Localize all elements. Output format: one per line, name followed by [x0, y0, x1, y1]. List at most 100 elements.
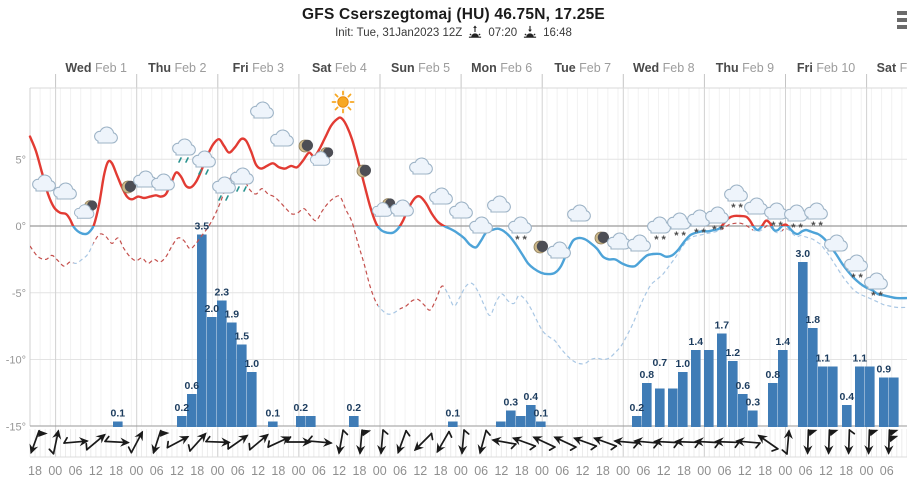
- precip-bar: [798, 262, 808, 427]
- barb-arrowhead: [377, 444, 387, 455]
- weather-icon-moon: [356, 164, 372, 178]
- cloud-shape: [864, 272, 888, 290]
- barb-arrowhead: [783, 429, 793, 440]
- cloud-shape: [250, 101, 274, 119]
- weather-icon-snow: * *: [764, 202, 788, 232]
- wind-barb-icon: [48, 429, 62, 455]
- barb-tail-tick: [673, 441, 679, 449]
- wind-barb-icon: [458, 429, 470, 455]
- time-axis-label: 12: [576, 464, 590, 478]
- barb-arrowhead: [322, 437, 333, 447]
- weather-icon-cloud: [250, 101, 274, 119]
- day-label: Sun Feb 5: [391, 61, 450, 75]
- barb-tail-tick: [653, 442, 659, 449]
- precip-value-label: 0.8: [765, 369, 780, 381]
- weather-icon-snow: * *: [647, 216, 671, 246]
- weather-icon-moon: [594, 231, 610, 245]
- cloud-shape: [744, 197, 768, 215]
- rain-drops: [178, 157, 189, 163]
- weather-icon-cloud: [824, 234, 848, 252]
- moon-shape: [298, 139, 314, 153]
- barb-arrowhead: [864, 445, 874, 455]
- wind-barb-icon: [151, 429, 170, 455]
- precip-bar: [704, 350, 714, 427]
- time-axis-label: 18: [596, 464, 610, 478]
- time-axis-label: 18: [515, 464, 529, 478]
- weather-icon-cloud: [744, 197, 768, 215]
- time-axis-label: 18: [190, 464, 204, 478]
- barb-arrowhead: [653, 437, 663, 447]
- precip-value-label: 3.5: [194, 221, 209, 233]
- wind-barb-icon: [757, 434, 779, 452]
- precip-value-label: 2.0: [204, 303, 219, 315]
- barb-arrowhead: [151, 443, 161, 455]
- cloud-shape: [487, 195, 511, 213]
- precip-value-label: 1.0: [244, 358, 259, 370]
- y-axis-tick-label: -15°: [6, 421, 26, 433]
- barb-tail-tick: [771, 448, 779, 452]
- weather-icon-moon: [533, 240, 549, 254]
- precip-bar: [349, 416, 359, 427]
- barb-arrowhead: [258, 433, 269, 444]
- barb-arrowhead: [714, 437, 724, 447]
- weather-icon-cloud: [469, 216, 493, 234]
- time-axis-label: 18: [109, 464, 123, 478]
- axis-text-layer: 5° 0° -5° -10° -15° Wed Feb 1 Thu Feb 2 Fri Feb…: [6, 61, 907, 478]
- hamburger-menu-icon[interactable]: [897, 11, 907, 33]
- weather-icon-cloud: [32, 174, 56, 192]
- cloud-shape: [230, 167, 254, 185]
- barb-tail-tick: [382, 429, 389, 435]
- barb-flag: [38, 430, 48, 437]
- snow-flakes: * *: [674, 230, 686, 242]
- weather-icon-cloud: [429, 187, 453, 205]
- barb-arrowhead: [196, 432, 207, 443]
- cloud-shape: [667, 212, 691, 230]
- precip-value-label: 0.1: [445, 408, 460, 420]
- time-axis-label: 06: [393, 464, 407, 478]
- precip-bar: [536, 421, 546, 427]
- cloud-shape: [627, 234, 651, 252]
- wind-barb-icon: [29, 429, 48, 455]
- time-axis-label: 18: [271, 464, 285, 478]
- time-axis-label: 12: [657, 464, 671, 478]
- barb-arrowhead: [511, 436, 523, 446]
- barb-arrowhead: [335, 444, 345, 455]
- cloud-shape: [429, 187, 453, 205]
- barb-tail-tick: [848, 429, 856, 435]
- barb-arrowhead: [396, 443, 406, 455]
- wind-barb-icon: [377, 429, 389, 455]
- y-axis-tick-label: -10°: [6, 355, 26, 367]
- precip-bar: [516, 416, 526, 427]
- weather-icon-cloud: [53, 182, 77, 200]
- time-axis-label: 00: [860, 464, 874, 478]
- precip-bar: [738, 394, 748, 427]
- barb-tail-tick: [755, 442, 761, 449]
- barb-arrowhead: [491, 436, 502, 446]
- precip-value-label: 0.6: [735, 380, 750, 392]
- precip-bar: [828, 366, 838, 427]
- barb-arrowhead: [302, 437, 312, 447]
- precip-value-label: 0.2: [629, 402, 644, 414]
- barb-flag: [888, 429, 899, 437]
- precip-bar: [113, 421, 123, 427]
- barb-arrowhead: [803, 445, 813, 455]
- wind-barb-icon: [511, 436, 537, 451]
- time-axis-label: 18: [677, 464, 691, 478]
- weather-icons-layer: * * * * * * * * * * * * * * * * * * * * * *: [32, 90, 888, 302]
- cloud-shape: [647, 216, 671, 234]
- weather-icon-cloud: [487, 195, 511, 213]
- day-label: Tue Feb 7: [554, 61, 611, 75]
- weather-icon-snow: * *: [724, 184, 748, 214]
- snow-flakes: * *: [871, 290, 883, 302]
- day-label: Sat Feb 11: [877, 61, 907, 75]
- wind-barb-icon: [166, 435, 190, 449]
- time-axis-label: 06: [799, 464, 813, 478]
- day-label: Wed Feb 8: [633, 61, 695, 75]
- barb-tail-tick: [781, 449, 788, 455]
- barb-arrowhead: [844, 445, 854, 455]
- wind-barb-icon: [592, 436, 618, 451]
- weather-icon-moon-cloud: [73, 199, 98, 219]
- snow-flakes: * *: [731, 202, 743, 214]
- precip-bar: [227, 322, 237, 427]
